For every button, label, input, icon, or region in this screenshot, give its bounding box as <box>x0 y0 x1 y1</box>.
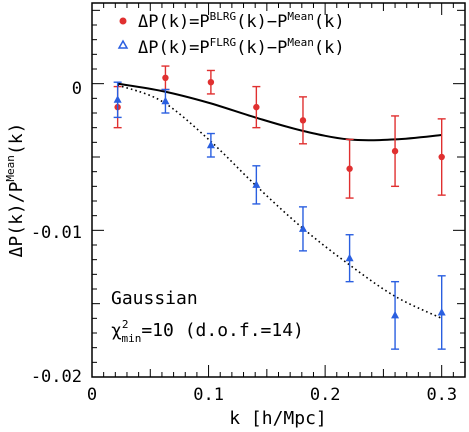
x-tick-label-0: 0 <box>87 385 97 405</box>
blrg-point <box>299 117 307 124</box>
x-axis-title: k [h/Mpc] <box>229 408 327 429</box>
legend: ΔP(k)=PBLRG(k)−PMean(k) ΔP(k)=PFLRG(k)−P… <box>117 10 345 58</box>
flrg-point <box>391 310 400 319</box>
flrg-point <box>161 96 170 105</box>
y-tick-label-0: 0 <box>72 79 82 99</box>
flrg-point <box>113 95 122 103</box>
blrg-point <box>253 103 260 111</box>
blrg-point <box>207 79 215 86</box>
model-curve-dotted <box>117 84 443 320</box>
blrg-point <box>391 147 399 155</box>
flrg-point <box>252 180 261 188</box>
y-tick-label-1: -0.01 <box>31 223 82 243</box>
annotation-chi2: χ2 min=10 (d.o.f.=14) <box>111 318 304 345</box>
legend-label-flrg: ΔP(k)=PFLRG(k)−PMean(k) <box>138 36 345 58</box>
flrg-point <box>206 140 215 149</box>
x-tick-label-2: 0.2 <box>310 385 341 405</box>
legend-marker-circle <box>119 17 127 25</box>
data-points <box>113 65 446 350</box>
flrg-point <box>345 253 354 262</box>
model-curves <box>117 82 443 320</box>
tick-marks <box>91 3 466 378</box>
blrg-point <box>162 74 169 82</box>
blrg-point <box>438 153 445 161</box>
blrg-point <box>346 165 353 172</box>
model-curve-solid <box>117 82 442 142</box>
y-axis-title: ΔP(k)/PMean(k) <box>4 123 27 258</box>
x-tick-label-3: 0.3 <box>426 385 457 405</box>
legend-marker-triangle <box>117 39 129 49</box>
legend-label-blrg: ΔP(k)=PBLRG(k)−PMean(k) <box>138 10 345 32</box>
y-tick-labels: 0 -0.01 -0.02 <box>31 79 82 387</box>
y-tick-label-2: -0.02 <box>31 367 82 387</box>
annotation-gaussian: Gaussian <box>111 288 198 309</box>
flrg-point <box>298 224 307 232</box>
x-tick-labels: 0 0.1 0.2 0.3 <box>87 385 457 405</box>
x-tick-label-1: 0.1 <box>193 385 224 405</box>
flrg-point <box>437 307 446 316</box>
